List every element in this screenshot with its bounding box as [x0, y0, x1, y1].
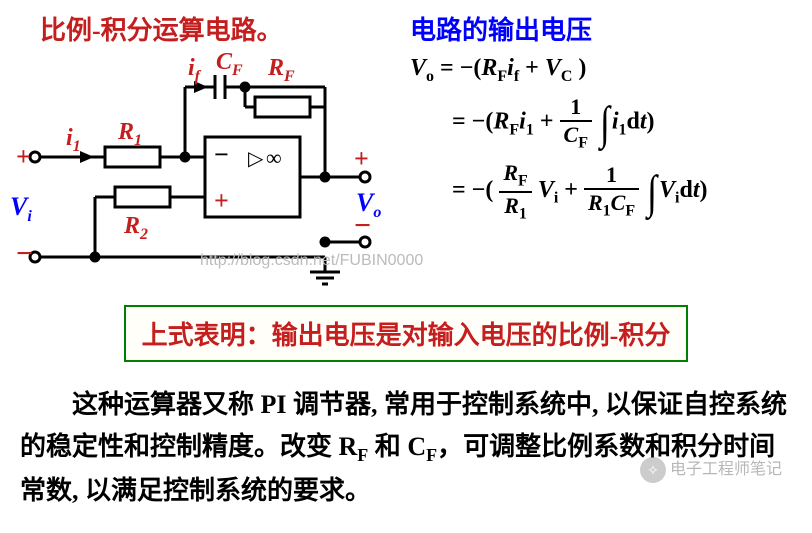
watermark-url: http://blog.csdn.net/FUBIN0000 [200, 252, 423, 270]
summary-box: 上式表明：输出电压是对输入电压的比例-积分 [124, 305, 689, 362]
svg-text:−: − [214, 140, 229, 169]
svg-text:+: + [354, 144, 369, 173]
circuit-diagram: − + ▷ ∞ i1 R1 R2 if CF RF + − Vi + − Vo [10, 47, 390, 287]
watermark-signature: ✧电子工程师笔记 [640, 455, 782, 483]
body-paragraph: 这种运算器又称 PI 调节器, 常用于控制系统中, 以保证自控系统的稳定性和控制… [10, 384, 802, 511]
svg-text:if: if [188, 55, 202, 85]
wechat-icon: ✧ [640, 457, 666, 483]
svg-text:RF: RF [267, 55, 295, 85]
svg-text:−: − [16, 237, 33, 270]
svg-text:CF: CF [216, 49, 243, 79]
circuit-title: 比例-积分运算电路。 [40, 10, 390, 47]
equation-line-3: = −( RFR1 Vi + 1R1CF ∫Vidt) [410, 160, 802, 223]
svg-text:+: + [214, 186, 229, 215]
svg-text:R2: R2 [123, 213, 148, 243]
svg-text:Vo: Vo [356, 188, 381, 221]
svg-text:Vi: Vi [10, 192, 32, 225]
svg-text:R1: R1 [117, 119, 142, 149]
svg-text:∞: ∞ [266, 145, 282, 170]
equation-line-1: Vo = −(RFif + VC ) [410, 55, 802, 86]
svg-text:i1: i1 [66, 125, 81, 155]
svg-text:▷: ▷ [248, 148, 264, 170]
equation-line-2: = −(RFi1 + 1CF ∫i1dt) [410, 94, 802, 152]
output-title: 电路的输出电压 [410, 10, 802, 47]
svg-text:+: + [16, 142, 31, 171]
